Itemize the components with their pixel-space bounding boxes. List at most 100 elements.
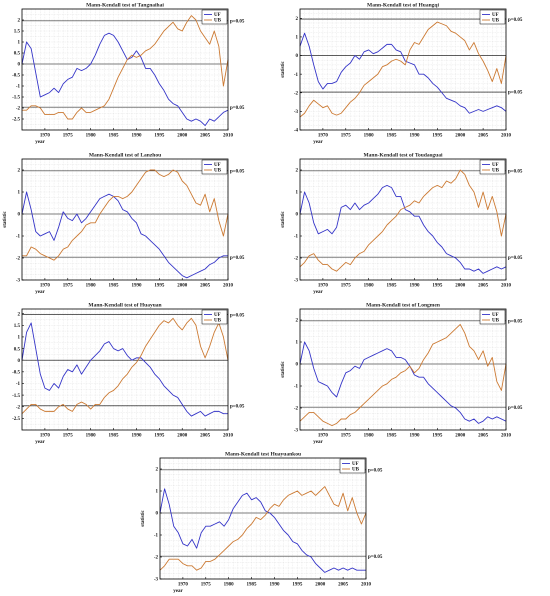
x-tick-label: 1995: [432, 434, 443, 439]
y-tick-label: -2: [16, 405, 21, 410]
significance-label: p=0.05: [230, 20, 245, 25]
x-axis-label: year: [35, 290, 45, 295]
legend-label: UB: [492, 319, 500, 324]
y-tick-label: -1.5: [12, 394, 20, 399]
x-tick-label: 1970: [40, 284, 51, 289]
mk-chart-huangqi: Mann-Kendall test of Huangqi -4 -3 -2 -1 0 1 2 1…: [278, 0, 550, 146]
x-tick-label: 2005: [200, 134, 211, 139]
x-tick-label: 2005: [478, 284, 489, 289]
x-tick-label: 1995: [432, 284, 443, 289]
x-tick-label: 2000: [177, 134, 188, 139]
x-tick-label: 2010: [501, 284, 512, 289]
x-tick-label: 1990: [131, 134, 142, 139]
legend-label: UB: [492, 19, 500, 24]
y-tick-label: 2: [18, 312, 21, 317]
significance-label: p=0.05: [230, 170, 245, 175]
chart-title: Mann-Kendall test of Huayuan: [88, 303, 161, 309]
x-tick-label: 1975: [63, 284, 74, 289]
chart-svg: Mann-Kendall test of Tangnaihai -2.5 -2 -1.…: [12, 3, 245, 146]
x-axis-label: year: [35, 140, 45, 145]
legend-label: UB: [492, 169, 500, 174]
y-tick-label: 0: [156, 512, 159, 517]
y-tick-label: -1: [16, 382, 21, 387]
y-tick-label: 1: [296, 191, 299, 196]
legend-label: UF: [492, 13, 499, 18]
significance-label: p=0.05: [368, 469, 383, 474]
x-tick-label: 1975: [341, 434, 352, 439]
series-line-uf: [21, 191, 228, 279]
grid: [159, 457, 367, 580]
legend-label: UB: [352, 468, 360, 473]
x-tick-label: 1990: [269, 583, 280, 588]
series-line-uf: [299, 184, 507, 274]
legend-label: UF: [214, 163, 221, 168]
chart-svg: Mann-Kendall test of Longmen -3 -2 -1 0 1 2 197…: [281, 303, 523, 446]
y-tick-label: -2: [16, 107, 21, 112]
y-tick-label: -1: [16, 85, 21, 90]
significance-label: p=0.05: [508, 256, 523, 261]
mk-chart-huayuankou: Mann-Kendall test Huayuankou -3 -2 -1 0 1 2 197…: [138, 449, 410, 595]
series-line-uf: [299, 341, 507, 424]
x-tick-label: 2000: [315, 583, 326, 588]
chart-svg: Mann-Kendall test of Huangqi -4 -3 -2 -1 0 1 2 1…: [281, 3, 523, 146]
series-line-ub: [299, 21, 507, 118]
x-tick-label: 1985: [387, 434, 398, 439]
y-tick-label: 0: [18, 63, 21, 68]
y-tick-label: 1: [18, 191, 21, 196]
mk-chart-toudaoguai: Mann-Kendall test of Toudaoguai -3 -2 -1 0 1 2…: [278, 150, 550, 296]
x-tick-label: 2010: [361, 583, 372, 588]
y-tick-label: 1: [18, 336, 21, 341]
x-axis-label: year: [35, 440, 45, 445]
y-tick-label: -3: [16, 279, 21, 284]
legend-label: UF: [492, 313, 499, 318]
y-tick-label: 0: [296, 363, 299, 368]
x-tick-label: 1985: [387, 284, 398, 289]
y-tick-label: 0: [296, 213, 299, 218]
x-tick-label: 2010: [223, 134, 234, 139]
x-axis-label: year: [313, 440, 323, 445]
y-tick-label: 0.5: [14, 347, 21, 352]
y-tick-label: -2: [294, 257, 299, 262]
x-tick-label: 2005: [338, 583, 349, 588]
chart-svg: Mann-Kendall test Huayuankou -3 -2 -1 0 1 2 197…: [141, 452, 383, 595]
y-tick-label: -3: [154, 578, 159, 583]
x-tick-label: 1980: [364, 134, 375, 139]
series-line-ub: [21, 317, 229, 415]
y-tick-label: 1: [296, 341, 299, 346]
x-tick-label: 1975: [341, 284, 352, 289]
y-tick-label: 2: [296, 319, 299, 324]
x-tick-label: 2000: [455, 134, 466, 139]
x-tick-label: 1980: [364, 434, 375, 439]
x-tick-label: 1985: [109, 134, 120, 139]
y-tick-label: -2.5: [12, 417, 20, 422]
x-axis-label: year: [313, 290, 323, 295]
series-line-ub: [299, 323, 507, 427]
significance-label: p=0.05: [230, 256, 245, 261]
grid: [21, 8, 229, 131]
grid: [299, 8, 507, 131]
y-tick-label: -0.5: [12, 371, 20, 376]
y-tick-label: 1: [18, 41, 21, 46]
y-tick-label: -2: [294, 407, 299, 412]
x-axis-label: year: [173, 589, 183, 594]
y-tick-label: -0.5: [12, 74, 20, 79]
mk-chart-tangnaihai: Mann-Kendall test of Tangnaihai -2.5 -2 -1.…: [0, 0, 272, 146]
series-line-uf: [21, 32, 229, 127]
chart-title: Mann-Kendall test of Longmen: [366, 303, 440, 309]
y-axis-label: statistic: [3, 211, 8, 228]
x-tick-label: 1990: [409, 434, 420, 439]
x-tick-label: 1970: [40, 134, 51, 139]
x-tick-label: 2005: [478, 434, 489, 439]
significance-label: p=0.05: [508, 406, 523, 411]
x-tick-label: 1975: [201, 583, 212, 588]
chart-svg: Mann-Kendall test of Toudaoguai -3 -2 -1 0 1 2…: [281, 153, 523, 296]
y-tick-label: 2: [296, 169, 299, 174]
y-tick-label: -1: [294, 73, 299, 78]
chart-title: Mann-Kendall test of Lanzhou: [89, 153, 161, 159]
x-tick-label: 1990: [409, 134, 420, 139]
